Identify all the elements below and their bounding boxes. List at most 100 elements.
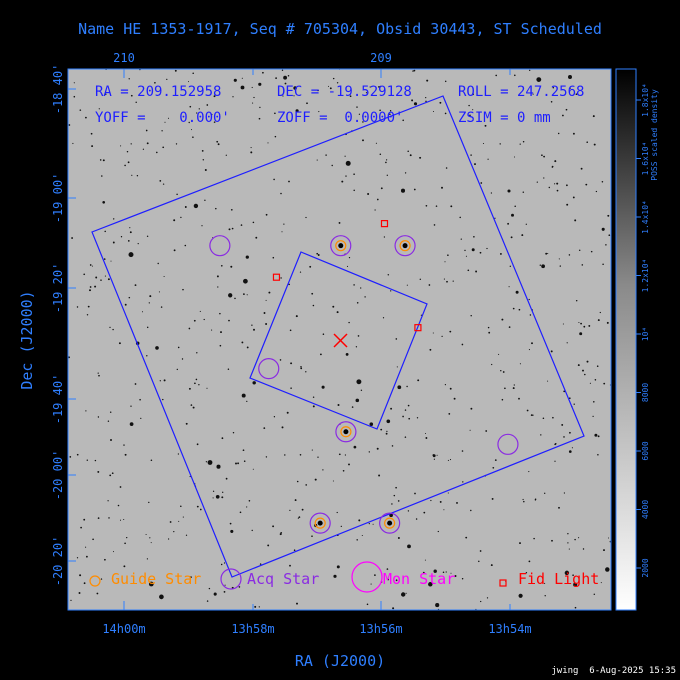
background-star xyxy=(370,583,372,585)
background-star xyxy=(414,492,416,495)
background-star xyxy=(593,143,596,146)
background-star xyxy=(578,537,580,539)
background-star xyxy=(428,284,431,286)
background-star xyxy=(368,451,370,453)
background-star xyxy=(105,93,107,95)
background-star xyxy=(589,382,591,384)
background-star xyxy=(432,110,435,113)
background-star xyxy=(586,360,589,363)
background-star xyxy=(178,520,180,522)
background-star xyxy=(362,115,364,117)
background-star xyxy=(578,249,581,252)
background-star xyxy=(86,555,88,558)
background-star xyxy=(389,113,391,116)
background-star xyxy=(479,251,482,254)
background-star xyxy=(470,154,472,156)
background-star xyxy=(338,453,341,456)
background-star xyxy=(169,521,172,523)
background-star xyxy=(123,565,126,568)
background-star xyxy=(490,564,493,567)
background-star xyxy=(574,219,577,222)
background-star xyxy=(128,296,131,299)
background-star xyxy=(557,132,560,135)
background-star xyxy=(109,326,111,329)
background-star xyxy=(129,231,132,234)
background-star xyxy=(464,249,466,252)
background-star xyxy=(375,142,377,144)
top-tick-label: 209 xyxy=(370,51,392,65)
y-axis-title: Dec (J2000) xyxy=(18,290,36,389)
background-star xyxy=(80,526,82,529)
background-star xyxy=(407,544,411,549)
y-tick-label: -18 40' xyxy=(51,64,65,115)
background-star xyxy=(447,492,449,494)
background-star xyxy=(263,427,266,429)
background-star xyxy=(107,500,109,502)
background-star xyxy=(519,542,521,545)
background-star xyxy=(459,216,461,219)
background-star xyxy=(444,261,446,263)
background-star xyxy=(456,501,458,504)
background-star xyxy=(404,436,407,438)
guide-star-marker xyxy=(335,240,347,252)
background-star xyxy=(85,546,87,548)
background-star xyxy=(118,342,121,345)
field-of-view xyxy=(91,95,585,578)
guide-star-marker xyxy=(340,426,352,438)
background-star xyxy=(299,454,302,456)
background-star xyxy=(523,500,525,503)
background-star xyxy=(550,350,553,353)
background-star xyxy=(164,121,166,123)
background-star xyxy=(353,173,355,175)
background-star xyxy=(556,182,559,185)
background-star xyxy=(401,592,406,597)
background-star xyxy=(85,410,87,412)
background-star xyxy=(531,342,533,345)
background-star xyxy=(149,537,151,539)
colorbar-title: POSS scaled density xyxy=(650,89,659,181)
background-star xyxy=(293,549,296,551)
background-star xyxy=(425,100,427,103)
background-star xyxy=(97,372,99,374)
background-star xyxy=(327,85,330,87)
background-star xyxy=(284,454,286,456)
background-star xyxy=(605,244,607,246)
background-star xyxy=(395,338,398,340)
background-star xyxy=(411,99,414,102)
background-star xyxy=(196,352,198,354)
background-star xyxy=(436,454,438,456)
background-star xyxy=(514,74,516,77)
background-star xyxy=(542,417,545,420)
background-star xyxy=(258,606,260,608)
background-star xyxy=(487,326,490,329)
background-star xyxy=(305,484,308,486)
background-star xyxy=(78,592,81,594)
colorbar-tick-label: 4000 xyxy=(641,500,650,519)
background-star xyxy=(344,454,347,456)
background-star xyxy=(180,505,182,508)
background-star xyxy=(234,297,236,300)
info-block: RA = 209.152958 DEC = -19.529128 ROLL = … xyxy=(95,84,584,126)
colorbar-tick-label: 1.6x10⁴ xyxy=(641,142,650,176)
background-star xyxy=(300,366,302,368)
background-star xyxy=(567,542,569,544)
background-star xyxy=(428,582,433,587)
background-star xyxy=(461,343,464,346)
background-star xyxy=(296,602,298,605)
background-star xyxy=(108,517,110,519)
background-star xyxy=(289,509,291,512)
background-star xyxy=(548,186,551,189)
background-star xyxy=(601,181,604,183)
guide-star-icon xyxy=(89,575,101,587)
background-star xyxy=(243,278,248,284)
background-star xyxy=(379,109,381,112)
background-star xyxy=(228,319,230,322)
background-star xyxy=(225,154,227,156)
background-star xyxy=(501,398,504,401)
background-star xyxy=(188,387,191,390)
background-star xyxy=(83,273,86,276)
background-star xyxy=(480,182,483,184)
background-star xyxy=(395,486,397,489)
background-star xyxy=(262,71,264,74)
background-star xyxy=(224,584,226,586)
